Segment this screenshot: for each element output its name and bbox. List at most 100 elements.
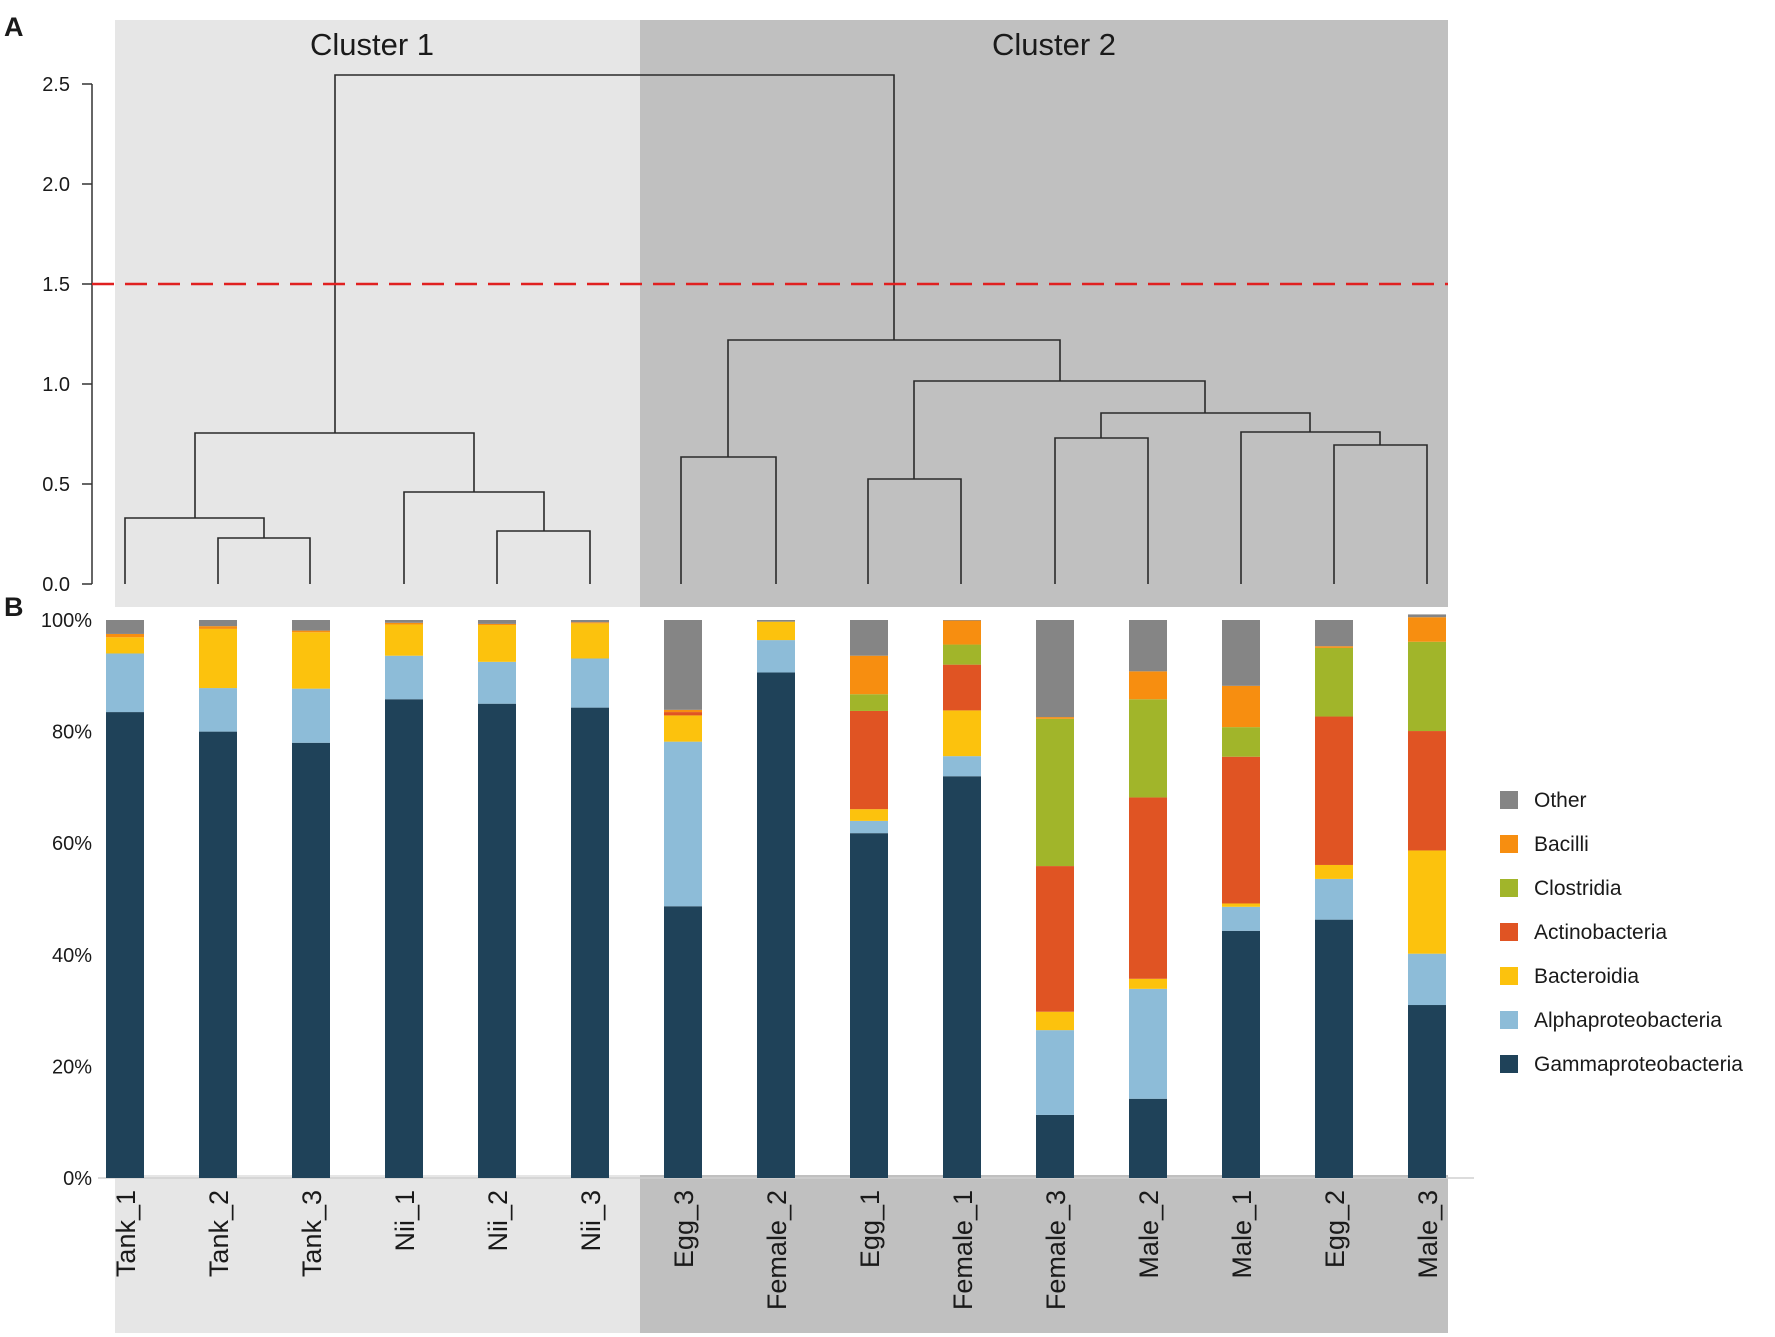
x-tick-label: Male_2: [1134, 1190, 1164, 1279]
dendrogram-tick-label: 1.0: [42, 374, 70, 396]
cluster-1-label: Cluster 1: [310, 27, 434, 62]
bar-segment-gammaproteobacteria: [1315, 919, 1353, 1178]
bar-segment-gammaproteobacteria: [664, 906, 702, 1178]
bar-segment-bacteroidia: [943, 710, 981, 757]
bar-segment-gammaproteobacteria: [106, 712, 144, 1178]
bar-segment-clostridia: [943, 644, 981, 665]
bar-segment-bacilli: [943, 620, 981, 645]
dendrogram-tick-label: 0.5: [42, 474, 70, 496]
bar-segment-other: [850, 620, 888, 656]
bar-segment-other: [106, 620, 144, 634]
x-tick-label: Egg_3: [669, 1190, 699, 1268]
bar-segment-actinobacteria: [1408, 731, 1446, 851]
bar-segment-actinobacteria: [850, 710, 888, 810]
bar-segment-alphaproteobacteria: [1315, 878, 1353, 920]
bar-segment-bacteroidia: [478, 625, 516, 662]
x-tick-label: Female_3: [1041, 1190, 1071, 1310]
x-tick-label: Female_2: [762, 1190, 792, 1310]
legend: Other Bacilli Clostridia Actinobacteria Bact…: [1500, 789, 1743, 1076]
x-tick-label: Nii_1: [390, 1190, 420, 1252]
bar-segment-alphaproteobacteria: [1036, 1030, 1074, 1115]
bar-segment-gammaproteobacteria: [292, 742, 330, 1178]
bar-segment-actinobacteria: [1315, 716, 1353, 865]
bar-segment-bacilli: [106, 633, 144, 638]
x-tick-label: Tank_1: [111, 1190, 141, 1277]
cluster-1-label-background: [115, 1175, 640, 1333]
bar-segment-bacteroidia: [571, 623, 609, 659]
bar-segment-bacilli: [1315, 646, 1353, 648]
cluster-2-background: [640, 20, 1448, 607]
bar-segment-other: [664, 620, 702, 710]
bar-segment-bacteroidia: [292, 632, 330, 689]
bar-chart-x-tick-labels: Tank_1 Tank_2 Tank_3 Nii_1 Nii_2 Nii_3 Egg_3 Fe…: [111, 1190, 1443, 1310]
legend-swatch: [1500, 923, 1518, 941]
y-tick-label: 100%: [41, 610, 92, 632]
bar-segment-gammaproteobacteria: [571, 707, 609, 1178]
bar-segment-alphaproteobacteria: [664, 741, 702, 907]
bar-segment-bacilli: [850, 655, 888, 695]
legend-swatch: [1500, 967, 1518, 985]
dendrogram-tick-label: 1.5: [42, 274, 70, 296]
bar-segment-alphaproteobacteria: [1222, 906, 1260, 931]
bar-segment-gammaproteobacteria: [1222, 930, 1260, 1178]
bar-segment-alphaproteobacteria: [478, 661, 516, 704]
bar-segment-other: [478, 620, 516, 624]
bar-segment-alphaproteobacteria: [943, 756, 981, 777]
bar-segment-actinobacteria: [1129, 797, 1167, 979]
bar-segment-other: [292, 620, 330, 631]
bar-segment-actinobacteria: [1036, 866, 1074, 1012]
bar-segment-clostridia: [1036, 718, 1074, 867]
bar-segment-other: [1315, 620, 1353, 647]
y-tick-label: 40%: [52, 945, 92, 967]
bar-segment-alphaproteobacteria: [850, 820, 888, 834]
bar-segment-gammaproteobacteria: [1408, 1005, 1446, 1178]
bar-segment-other: [571, 620, 609, 623]
bar-segment-alphaproteobacteria: [199, 688, 237, 732]
bar-segment-gammaproteobacteria: [1036, 1114, 1074, 1178]
legend-label: Actinobacteria: [1534, 921, 1667, 944]
bar-segment-other: [1408, 614, 1446, 618]
bar-segment-clostridia: [1129, 699, 1167, 798]
x-tick-label: Egg_1: [855, 1190, 885, 1268]
bar-segment-other: [385, 620, 423, 623]
x-tick-label: Nii_2: [483, 1190, 513, 1252]
bar-segment-alphaproteobacteria: [1129, 988, 1167, 1099]
bar-segment-bacilli: [1129, 671, 1167, 700]
bar-segment-bacteroidia: [199, 628, 237, 689]
bar-segment-bacteroidia: [757, 621, 795, 641]
x-tick-label: Male_3: [1413, 1190, 1443, 1279]
bar-segment-gammaproteobacteria: [478, 703, 516, 1178]
bar-segment-other: [757, 620, 795, 622]
legend-label: Bacteroidia: [1534, 965, 1639, 988]
panel-b-letter: B: [4, 592, 24, 622]
dendrogram-tree: [124, 74, 1428, 584]
bar-segment-alphaproteobacteria: [571, 658, 609, 708]
legend-label: Other: [1534, 789, 1587, 812]
bar-segment-bacilli: [292, 630, 330, 633]
bar-segment-bacilli: [385, 622, 423, 625]
bar-segment-clostridia: [1222, 727, 1260, 757]
bar-segment-gammaproteobacteria: [850, 833, 888, 1178]
bar-segment-gammaproteobacteria: [385, 699, 423, 1178]
bar-segment-bacilli: [1222, 685, 1260, 728]
bar-segment-bacilli: [1408, 617, 1446, 642]
bar-segment-other: [943, 620, 981, 621]
dendrogram-axis: 0.0 0.5 1.0 1.5 2.0 2.5: [42, 74, 93, 596]
bar-segment-bacteroidia: [1408, 850, 1446, 954]
bar-segment-bacilli: [664, 709, 702, 713]
bar-segment-alphaproteobacteria: [1408, 953, 1446, 1006]
dendrogram-tick-label: 0.0: [42, 574, 70, 596]
cluster-2-label-background: [640, 1175, 1448, 1333]
cluster-1-background: [115, 20, 640, 607]
bar-segment-clostridia: [1408, 641, 1446, 732]
dendrogram-branch: [334, 74, 895, 433]
bar-segment-other: [199, 620, 237, 627]
bar-segment-alphaproteobacteria: [292, 688, 330, 743]
bar-segment-alphaproteobacteria: [385, 655, 423, 700]
bar-segment-other: [1129, 620, 1167, 672]
legend-label: Alphaproteobacteria: [1534, 1009, 1722, 1032]
bar-segment-other: [1036, 620, 1074, 718]
bar-chart-y-tick-labels: 0% 20% 40% 60% 80% 100%: [41, 610, 92, 1190]
legend-label: Clostridia: [1534, 877, 1622, 900]
